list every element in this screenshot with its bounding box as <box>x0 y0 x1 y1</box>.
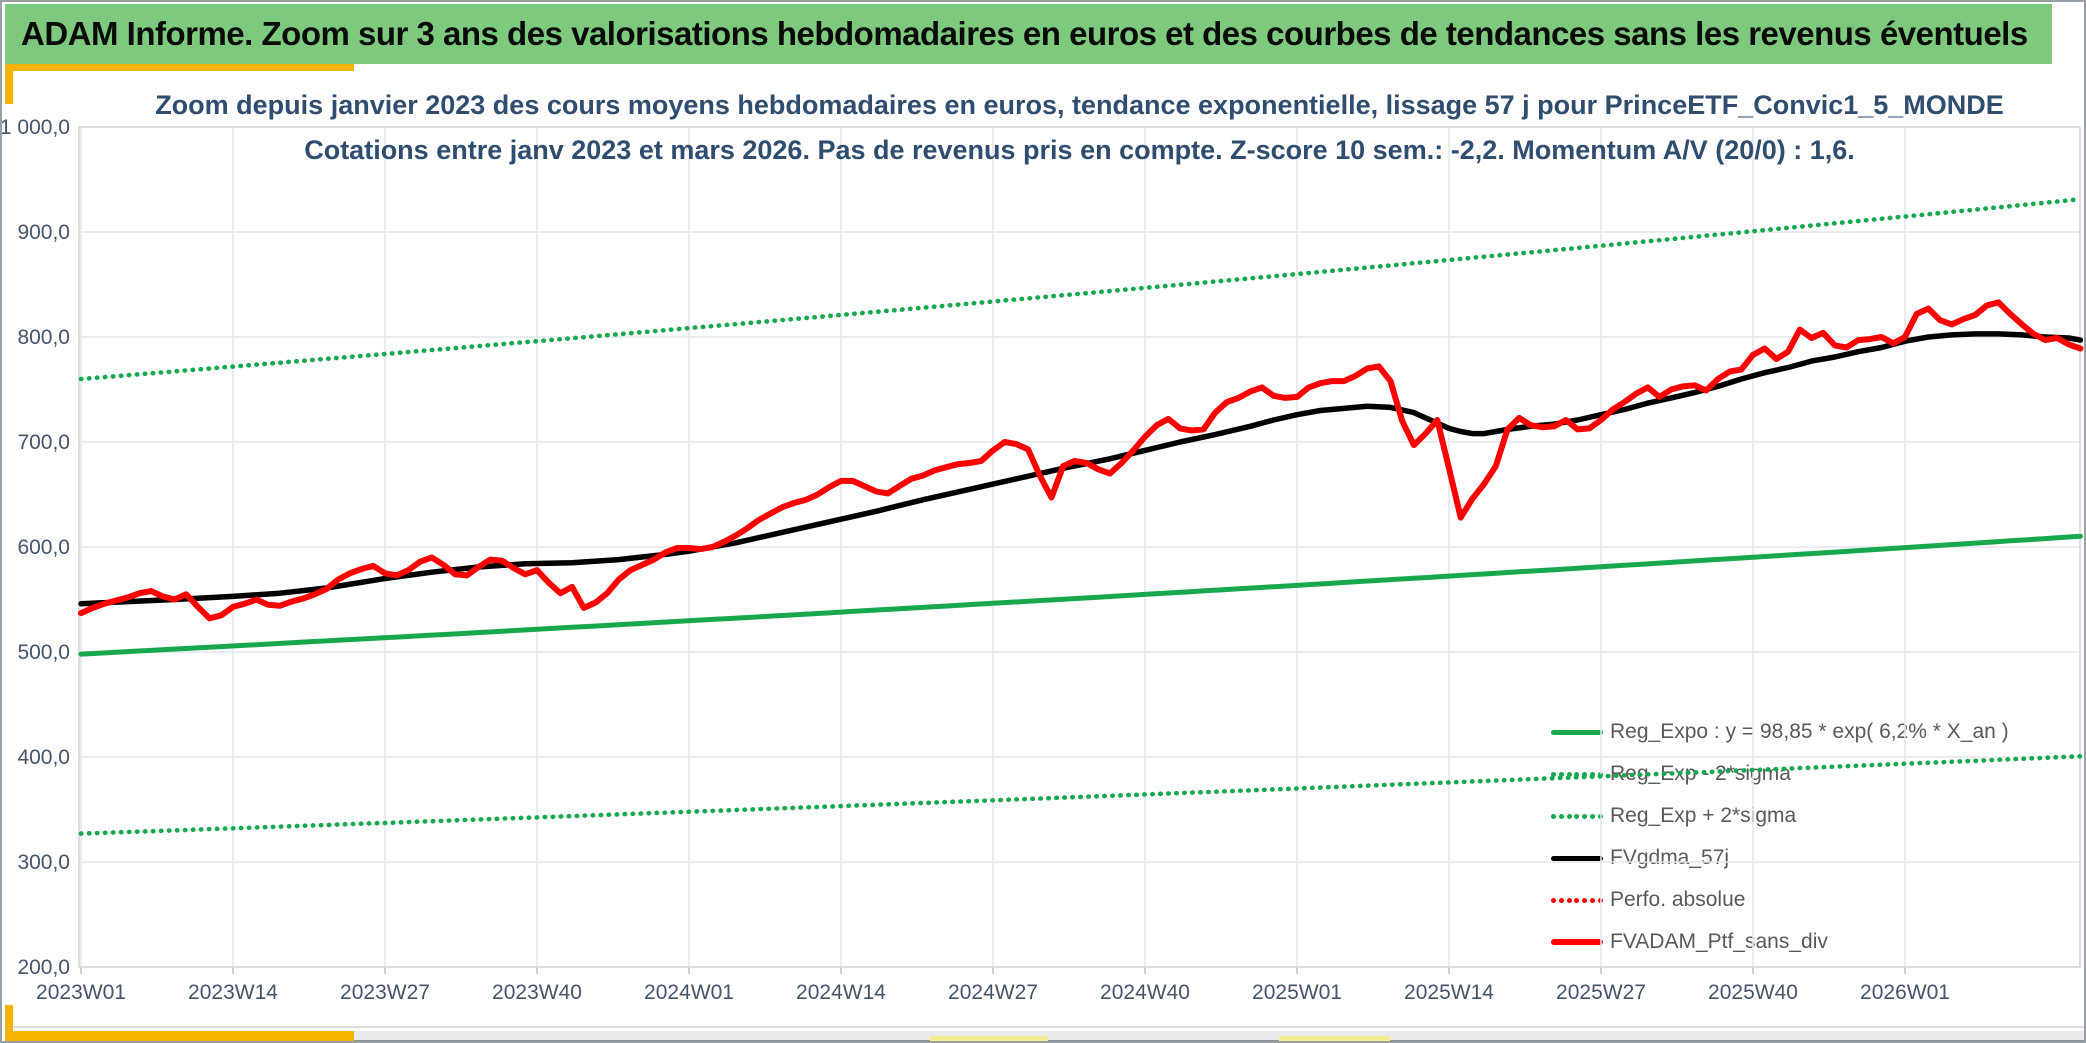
svg-text:2024W27: 2024W27 <box>948 981 1038 1004</box>
gold-accent-top <box>5 64 354 71</box>
svg-text:900,0: 900,0 <box>17 221 70 244</box>
svg-text:2026W01: 2026W01 <box>1860 981 1950 1004</box>
legend-item-reg-expo: Reg_Expo : y = 98,85 * exp( 6,2% * X_an … <box>1551 717 2009 747</box>
bottom-divider <box>5 1026 2084 1028</box>
svg-text:2025W27: 2025W27 <box>1556 981 1646 1004</box>
scrollbar-highlight[interactable] <box>930 1036 1048 1041</box>
legend-item-perfo-absolue: Perfo. absolue <box>1551 885 1745 915</box>
svg-text:400,0: 400,0 <box>17 746 70 769</box>
legend-item-fvgdma-57j: FVgdma_57j <box>1551 843 1729 873</box>
legend-item-fvadam-ptf-sans-div: FVADAM_Ptf_sans_div <box>1551 927 1828 957</box>
chart-title: Zoom depuis janvier 2023 des cours moyen… <box>155 90 2004 120</box>
svg-text:2023W27: 2023W27 <box>340 981 430 1004</box>
legend-swatch-red-dotted <box>1551 897 1603 903</box>
legend-item-reg-exp-minus-2sigma: Reg_Exp - 2*sigma <box>1551 759 1791 789</box>
legend-swatch-green-dotted <box>1551 813 1603 819</box>
svg-text:500,0: 500,0 <box>17 641 70 664</box>
svg-text:2025W01: 2025W01 <box>1252 981 1342 1004</box>
svg-text:1 000,0: 1 000,0 <box>2 116 70 139</box>
svg-text:2024W40: 2024W40 <box>1100 981 1190 1004</box>
page-title: ADAM Informe. Zoom sur 3 ans des valoris… <box>21 15 2028 52</box>
svg-text:300,0: 300,0 <box>17 851 70 874</box>
chart-subtitle: Cotations entre janv 2023 et mars 2026. … <box>304 135 1855 165</box>
header-bar: ADAM Informe. Zoom sur 3 ans des valoris… <box>5 4 2052 64</box>
legend-swatch-green-dotted <box>1551 771 1603 777</box>
scrollbar-highlight[interactable] <box>1279 1036 1390 1041</box>
svg-text:200,0: 200,0 <box>17 956 70 979</box>
svg-text:2025W40: 2025W40 <box>1708 981 1798 1004</box>
svg-text:2024W01: 2024W01 <box>644 981 734 1004</box>
svg-text:2025W14: 2025W14 <box>1404 981 1494 1004</box>
gold-accent-left-top <box>5 64 13 104</box>
svg-text:800,0: 800,0 <box>17 326 70 349</box>
legend-swatch-red-solid <box>1551 939 1603 945</box>
svg-text:700,0: 700,0 <box>17 431 70 454</box>
gold-accent-bottom[interactable] <box>5 1031 354 1041</box>
bottom-scrollbar-track[interactable] <box>354 1031 2084 1041</box>
svg-text:2024W14: 2024W14 <box>796 981 886 1004</box>
svg-text:600,0: 600,0 <box>17 536 70 559</box>
svg-text:2023W01: 2023W01 <box>36 981 126 1004</box>
legend-swatch-green-solid <box>1551 729 1603 735</box>
legend-item-reg-exp-plus-2sigma: Reg_Exp + 2*sigma <box>1551 801 1796 831</box>
gold-accent-left-bottom <box>5 1005 13 1041</box>
svg-text:2023W40: 2023W40 <box>492 981 582 1004</box>
svg-text:2023W14: 2023W14 <box>188 981 278 1004</box>
legend-swatch-black-solid <box>1551 855 1603 861</box>
